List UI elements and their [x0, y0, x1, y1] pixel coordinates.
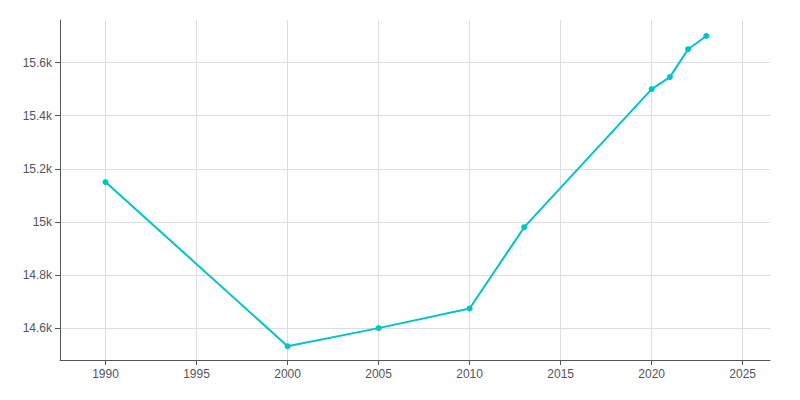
svg-text:15k: 15k [33, 215, 53, 229]
svg-text:1995: 1995 [183, 367, 210, 381]
svg-text:15.6k: 15.6k [23, 56, 53, 70]
svg-text:2005: 2005 [365, 367, 392, 381]
svg-text:2015: 2015 [547, 367, 574, 381]
svg-text:1990: 1990 [92, 367, 119, 381]
svg-text:2010: 2010 [456, 367, 483, 381]
svg-text:2000: 2000 [274, 367, 301, 381]
svg-text:15.4k: 15.4k [23, 109, 53, 123]
svg-text:2025: 2025 [729, 367, 756, 381]
svg-text:14.8k: 14.8k [23, 268, 53, 282]
svg-text:15.2k: 15.2k [23, 162, 53, 176]
svg-text:2020: 2020 [638, 367, 665, 381]
svg-text:14.6k: 14.6k [23, 321, 53, 335]
